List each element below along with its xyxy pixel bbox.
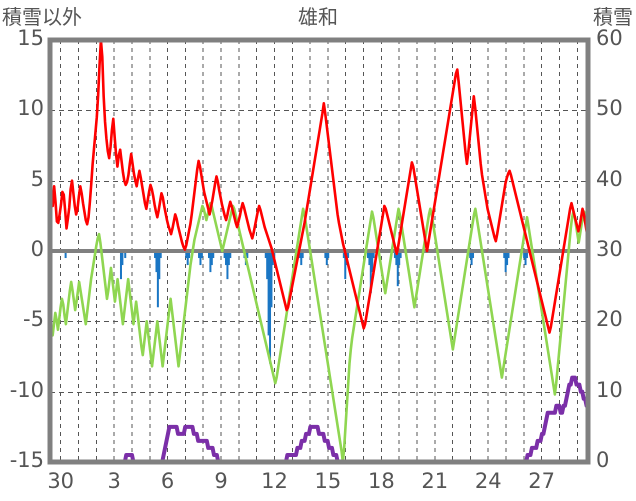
x-axis-tick: 6 bbox=[160, 469, 175, 493]
y-axis-tick-right: 40 bbox=[596, 166, 623, 191]
x-axis-tick: 21 bbox=[421, 469, 449, 493]
y-axis-tick-left: 5 bbox=[30, 166, 44, 191]
series-temperature bbox=[50, 40, 588, 334]
y-axis-tick-right: 0 bbox=[596, 448, 610, 472]
x-axis-tick: 12 bbox=[261, 469, 288, 493]
y-axis-tick-left: -5 bbox=[23, 307, 44, 332]
y-axis-tick-right: 20 bbox=[596, 307, 623, 332]
y-axis-tick-right: 10 bbox=[596, 377, 623, 402]
y-axis-tick-left: -10 bbox=[9, 377, 44, 402]
x-axis-tick: 3 bbox=[107, 469, 121, 493]
y-axis-tick-right: 50 bbox=[596, 96, 623, 121]
left-axis-unit-label: 積雪以外 bbox=[2, 5, 82, 29]
y-axis-tick-left: 15 bbox=[17, 26, 44, 50]
y-axis-tick-left: 10 bbox=[17, 96, 44, 121]
x-axis-tick: 18 bbox=[367, 469, 395, 493]
y-axis-tick-left: 0 bbox=[30, 237, 44, 261]
x-axis-tick: 9 bbox=[214, 469, 228, 493]
right-axis-unit-label: 積雪 bbox=[593, 5, 633, 29]
x-axis-tick: 15 bbox=[314, 469, 342, 493]
y-axis-tick-left: -15 bbox=[9, 448, 44, 472]
y-axis-tick-right: 30 bbox=[596, 237, 623, 261]
x-axis-tick: 30 bbox=[47, 469, 75, 493]
plot-frame bbox=[47, 37, 591, 465]
page-title: 雄和 bbox=[298, 5, 338, 29]
series-snow_depth bbox=[50, 375, 588, 462]
x-axis-tick: 27 bbox=[528, 469, 556, 493]
x-axis-tick: 24 bbox=[474, 469, 502, 493]
series-dewpoint bbox=[50, 201, 588, 462]
y-axis-tick-right: 60 bbox=[596, 26, 623, 50]
